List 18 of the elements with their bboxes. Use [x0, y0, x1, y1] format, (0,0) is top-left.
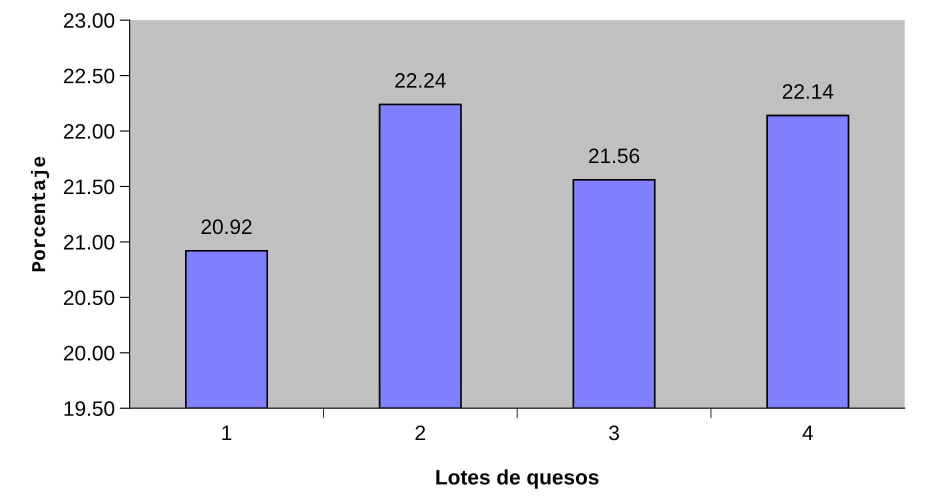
y-tick-label: 21.50 [64, 179, 114, 194]
y-tick-label: 23.00 [64, 13, 114, 28]
y-tick-label: 20.00 [64, 346, 114, 361]
data-label: 20.92 [202, 219, 252, 234]
x-tick-label: 1 [222, 426, 232, 440]
x-tick-label: 4 [802, 426, 814, 440]
x-tick-label: 2 [416, 425, 426, 440]
x-axis-title: Lotes de quesos [436, 469, 599, 489]
data-label: 22.14 [782, 84, 834, 99]
y-tick-label: 19.50 [64, 401, 114, 416]
y-axis-title: Porcentaje [30, 156, 50, 272]
x-tick-label: 3 [609, 425, 619, 440]
y-tick-label: 21.00 [64, 234, 114, 250]
y-tick-label: 22.50 [64, 68, 114, 84]
data-label: 22.24 [395, 73, 446, 88]
y-tick-label: 20.50 [64, 290, 114, 306]
y-tick-label: 22.00 [64, 124, 114, 139]
data-label: 21.56 [589, 148, 640, 164]
